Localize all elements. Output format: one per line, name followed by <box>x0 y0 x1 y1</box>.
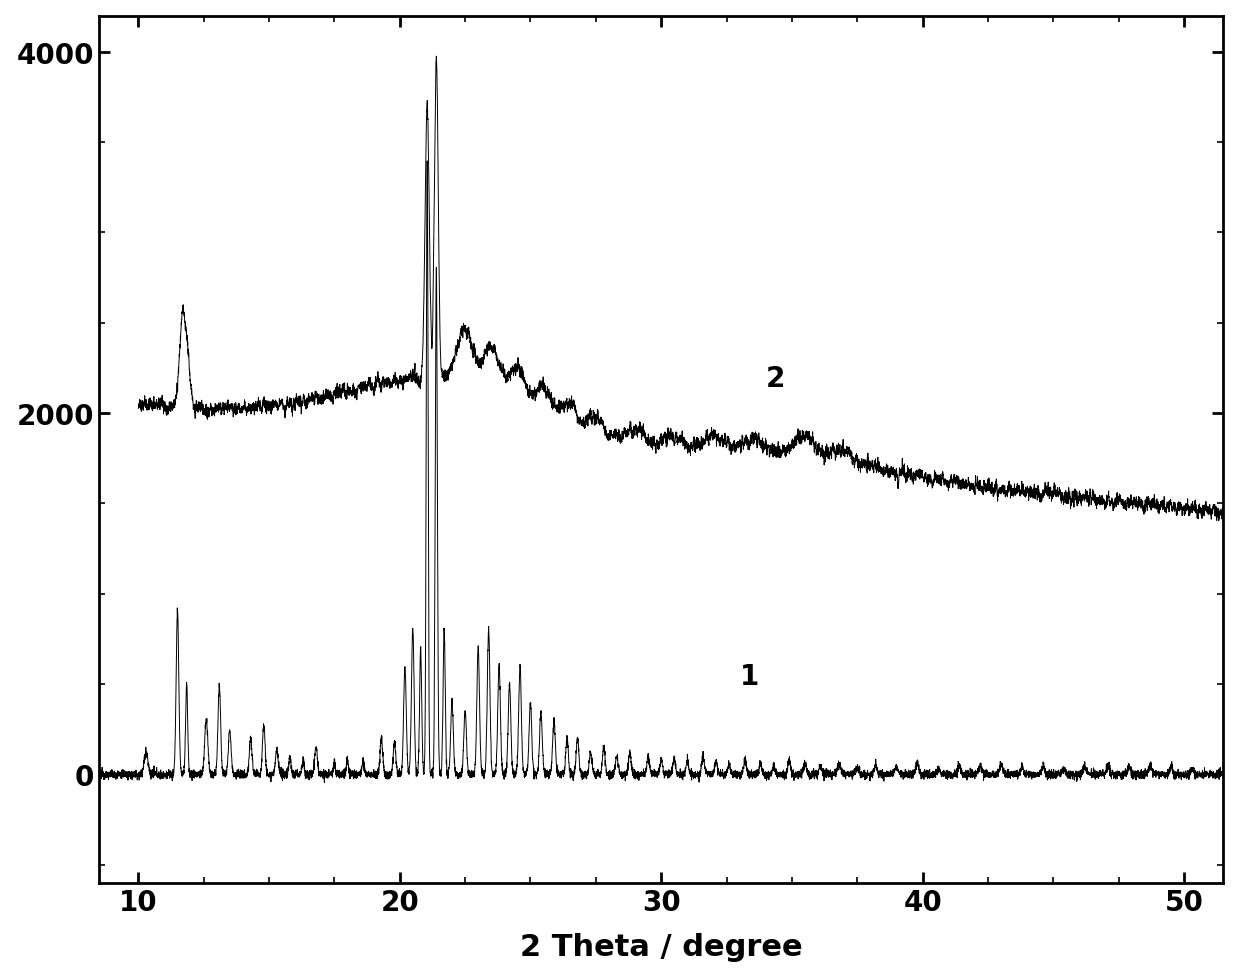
X-axis label: 2 Theta / degree: 2 Theta / degree <box>520 932 802 961</box>
Text: 1: 1 <box>739 662 759 690</box>
Text: 2: 2 <box>766 365 785 392</box>
